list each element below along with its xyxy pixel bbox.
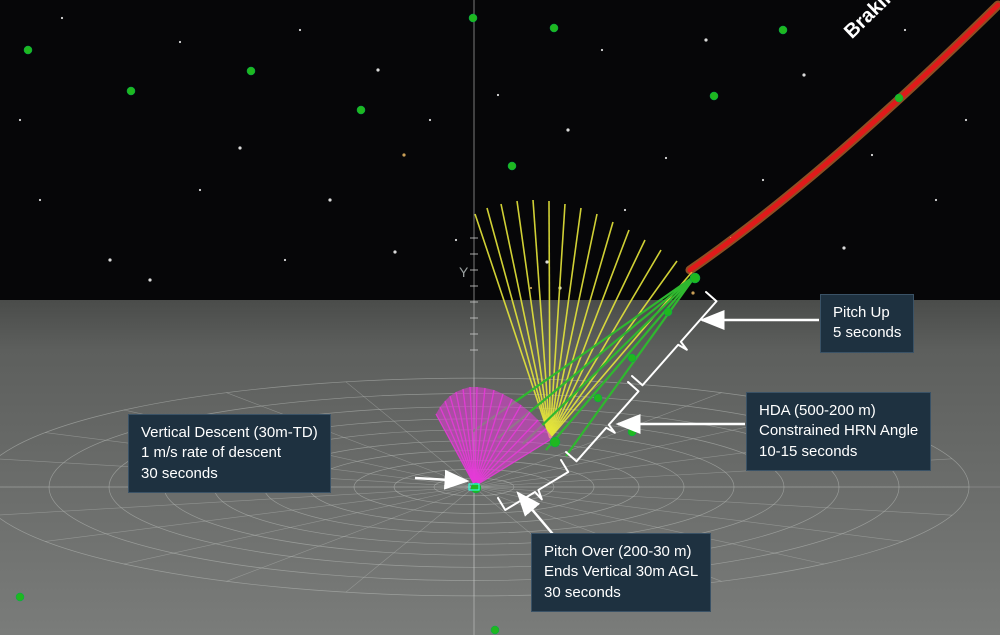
hda-label-box: HDA (500-200 m) Constrained HRN Angle 10… [746, 392, 931, 471]
hda-line3: 10-15 seconds [759, 442, 918, 462]
vertical-line3: 30 seconds [141, 464, 318, 484]
axis-y-letter: Y [459, 264, 468, 280]
pitchup-line1: Pitch Up [833, 303, 901, 323]
hda-line2: Constrained HRN Angle [759, 421, 918, 441]
pitchover-line2: Ends Vertical 30m AGL [544, 562, 698, 582]
pitchup-label-box: Pitch Up 5 seconds [820, 294, 914, 353]
hda-line1: HDA (500-200 m) [759, 401, 918, 421]
trajectory-scene: Braking (7min) Y Pitch Up 5 seconds HDA … [0, 0, 1000, 635]
pitchover-line3: 30 seconds [544, 583, 698, 603]
pitchover-line1: Pitch Over (200-30 m) [544, 542, 698, 562]
vertical-line2: 1 m/s rate of descent [141, 443, 318, 463]
vertical-line1: Vertical Descent (30m-TD) [141, 423, 318, 443]
vertical-descent-label-box: Vertical Descent (30m-TD) 1 m/s rate of … [128, 414, 331, 493]
pitchover-label-box: Pitch Over (200-30 m) Ends Vertical 30m … [531, 533, 711, 612]
pitchup-line2: 5 seconds [833, 323, 901, 343]
